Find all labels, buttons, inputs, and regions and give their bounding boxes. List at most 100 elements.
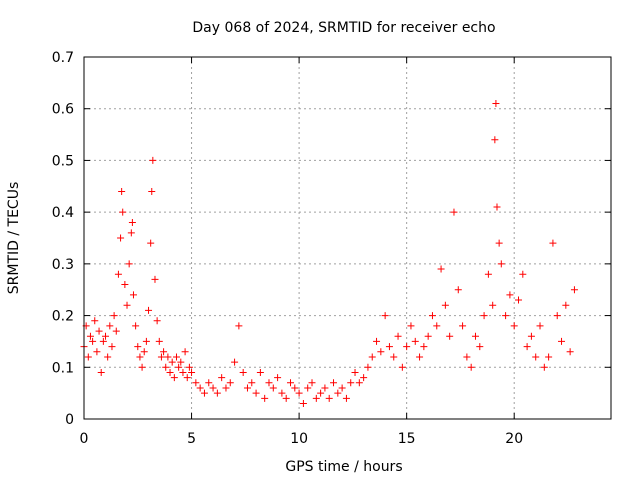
data-point [454, 286, 462, 294]
x-tick-label: 20 [505, 431, 523, 447]
data-point [106, 322, 114, 330]
data-point [248, 379, 256, 387]
data-point [308, 379, 316, 387]
data-point [420, 343, 428, 351]
data-point [213, 389, 221, 397]
data-point [317, 389, 325, 397]
data-point [407, 322, 415, 330]
data-point [155, 337, 163, 345]
data-point [175, 363, 183, 371]
data-point [338, 384, 346, 392]
data-point [295, 389, 303, 397]
data-point [330, 379, 338, 387]
data-point [222, 384, 230, 392]
data-point [218, 374, 226, 382]
data-point [527, 332, 535, 340]
data-point [334, 389, 342, 397]
data-point [205, 379, 213, 387]
data-point [342, 394, 350, 402]
data-point [506, 291, 514, 299]
data-point [558, 337, 566, 345]
data-point [471, 332, 479, 340]
data-point [491, 136, 499, 144]
y-tick-label: 0.1 [52, 360, 74, 376]
data-point [231, 358, 239, 366]
data-point [545, 353, 553, 361]
data-point [110, 312, 118, 320]
data-point [459, 322, 467, 330]
data-point [89, 337, 97, 345]
data-point [549, 239, 557, 247]
data-point [119, 208, 127, 216]
data-point [450, 208, 458, 216]
data-point [118, 187, 126, 195]
data-point [424, 332, 432, 340]
data-point [291, 384, 299, 392]
data-point [147, 239, 155, 247]
data-point [99, 337, 107, 345]
data-point [102, 332, 110, 340]
data-point [355, 379, 363, 387]
data-point [104, 353, 112, 361]
data-point [179, 368, 187, 376]
data-point [553, 312, 561, 320]
data-point [121, 281, 129, 289]
data-point [373, 337, 381, 345]
data-point [394, 332, 402, 340]
data-point [123, 301, 131, 309]
data-point [261, 394, 269, 402]
data-point [269, 384, 277, 392]
data-point [364, 363, 372, 371]
data-point [129, 291, 137, 299]
data-point [177, 358, 185, 366]
data-point [495, 239, 503, 247]
data-point [381, 312, 389, 320]
data-point [200, 389, 208, 397]
data-point [145, 306, 153, 314]
data-point [390, 353, 398, 361]
data-point [192, 379, 200, 387]
data-point [416, 353, 424, 361]
data-point [321, 384, 329, 392]
y-tick-label: 0.3 [52, 257, 74, 273]
data-point [497, 260, 505, 268]
data-point [265, 379, 273, 387]
plot-frame [83, 56, 612, 420]
data-point [492, 100, 500, 108]
data-point [132, 322, 140, 330]
data-point [536, 322, 544, 330]
y-tick-label: 0.7 [52, 50, 74, 66]
data-point [112, 327, 120, 335]
data-point [164, 353, 172, 361]
data-point [433, 322, 441, 330]
x-axis-title: GPS time / hours [285, 459, 402, 475]
x-tick-label: 5 [187, 431, 196, 447]
data-point [274, 374, 282, 382]
data-point [519, 270, 527, 278]
data-point [467, 363, 475, 371]
data-point [97, 368, 105, 376]
y-axis-title: SRMTID / TECUs [6, 182, 22, 295]
data-point [183, 374, 191, 382]
data-point [476, 343, 484, 351]
x-tick-label: 15 [398, 431, 416, 447]
data-point [377, 348, 385, 356]
y-tick-label: 0.6 [52, 102, 74, 118]
data-point [239, 368, 247, 376]
data-point [185, 363, 193, 371]
data-point [162, 363, 170, 371]
data-point [243, 384, 251, 392]
data-point [360, 374, 368, 382]
data-point [351, 368, 359, 376]
data-point [463, 353, 471, 361]
data-point [312, 394, 320, 402]
data-point [188, 368, 196, 376]
data-point [209, 384, 217, 392]
data-point [510, 322, 518, 330]
data-point [403, 343, 411, 351]
x-tick-label: 0 [80, 431, 89, 447]
data-point [540, 363, 548, 371]
data-point [181, 348, 189, 356]
data-point [93, 348, 101, 356]
